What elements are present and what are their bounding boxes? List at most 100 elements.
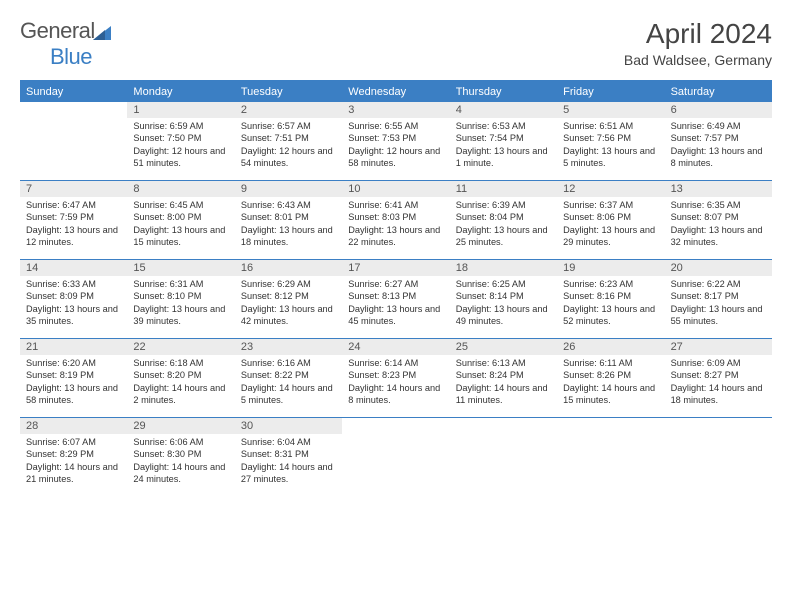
logo-word2: Blue <box>50 44 92 69</box>
calendar-day: 25Sunrise: 6:13 AMSunset: 8:24 PMDayligh… <box>450 339 557 417</box>
day-details: Sunrise: 6:41 AMSunset: 8:03 PMDaylight:… <box>342 197 449 253</box>
day-details: Sunrise: 6:09 AMSunset: 8:27 PMDaylight:… <box>665 355 772 411</box>
calendar-week: 14Sunrise: 6:33 AMSunset: 8:09 PMDayligh… <box>20 259 772 338</box>
day-details: Sunrise: 6:06 AMSunset: 8:30 PMDaylight:… <box>127 434 234 490</box>
day-number: 8 <box>127 181 234 197</box>
location: Bad Waldsee, Germany <box>624 52 772 68</box>
weekday-header: Saturday <box>665 82 772 102</box>
day-details: Sunrise: 6:47 AMSunset: 7:59 PMDaylight:… <box>20 197 127 253</box>
calendar-day: 21Sunrise: 6:20 AMSunset: 8:19 PMDayligh… <box>20 339 127 417</box>
logo-word1: General <box>20 18 95 43</box>
day-number: 28 <box>20 418 127 434</box>
calendar-day: 22Sunrise: 6:18 AMSunset: 8:20 PMDayligh… <box>127 339 234 417</box>
calendar-day: 26Sunrise: 6:11 AMSunset: 8:26 PMDayligh… <box>557 339 664 417</box>
day-number: 19 <box>557 260 664 276</box>
day-number: 9 <box>235 181 342 197</box>
calendar-day: 2Sunrise: 6:57 AMSunset: 7:51 PMDaylight… <box>235 102 342 180</box>
day-details: Sunrise: 6:13 AMSunset: 8:24 PMDaylight:… <box>450 355 557 411</box>
day-details: Sunrise: 6:59 AMSunset: 7:50 PMDaylight:… <box>127 118 234 174</box>
day-number: 7 <box>20 181 127 197</box>
calendar-day: 29Sunrise: 6:06 AMSunset: 8:30 PMDayligh… <box>127 418 234 496</box>
calendar-day: 20Sunrise: 6:22 AMSunset: 8:17 PMDayligh… <box>665 260 772 338</box>
day-number: 20 <box>665 260 772 276</box>
day-details: Sunrise: 6:55 AMSunset: 7:53 PMDaylight:… <box>342 118 449 174</box>
day-details: Sunrise: 6:53 AMSunset: 7:54 PMDaylight:… <box>450 118 557 174</box>
calendar-day: 30Sunrise: 6:04 AMSunset: 8:31 PMDayligh… <box>235 418 342 496</box>
day-number: 2 <box>235 102 342 118</box>
calendar-day: 9Sunrise: 6:43 AMSunset: 8:01 PMDaylight… <box>235 181 342 259</box>
calendar-day: 7Sunrise: 6:47 AMSunset: 7:59 PMDaylight… <box>20 181 127 259</box>
calendar-day: 14Sunrise: 6:33 AMSunset: 8:09 PMDayligh… <box>20 260 127 338</box>
day-details: Sunrise: 6:23 AMSunset: 8:16 PMDaylight:… <box>557 276 664 332</box>
calendar-day: 28Sunrise: 6:07 AMSunset: 8:29 PMDayligh… <box>20 418 127 496</box>
day-number: 26 <box>557 339 664 355</box>
day-details: Sunrise: 6:14 AMSunset: 8:23 PMDaylight:… <box>342 355 449 411</box>
day-details: Sunrise: 6:43 AMSunset: 8:01 PMDaylight:… <box>235 197 342 253</box>
day-number: 4 <box>450 102 557 118</box>
calendar-day: 27Sunrise: 6:09 AMSunset: 8:27 PMDayligh… <box>665 339 772 417</box>
day-number: 13 <box>665 181 772 197</box>
day-number: 24 <box>342 339 449 355</box>
weekday-header: Friday <box>557 82 664 102</box>
calendar-day: 4Sunrise: 6:53 AMSunset: 7:54 PMDaylight… <box>450 102 557 180</box>
day-details: Sunrise: 6:31 AMSunset: 8:10 PMDaylight:… <box>127 276 234 332</box>
weekday-header: Wednesday <box>342 82 449 102</box>
calendar: SundayMondayTuesdayWednesdayThursdayFrid… <box>20 80 772 496</box>
day-number: 5 <box>557 102 664 118</box>
day-details: Sunrise: 6:51 AMSunset: 7:56 PMDaylight:… <box>557 118 664 174</box>
logo-triangle-icon <box>93 20 111 34</box>
day-details: Sunrise: 6:33 AMSunset: 8:09 PMDaylight:… <box>20 276 127 332</box>
weekday-header: Sunday <box>20 82 127 102</box>
day-number: 17 <box>342 260 449 276</box>
day-number: 23 <box>235 339 342 355</box>
day-number: 22 <box>127 339 234 355</box>
calendar-day: 24Sunrise: 6:14 AMSunset: 8:23 PMDayligh… <box>342 339 449 417</box>
calendar-day: 18Sunrise: 6:25 AMSunset: 8:14 PMDayligh… <box>450 260 557 338</box>
day-details: Sunrise: 6:35 AMSunset: 8:07 PMDaylight:… <box>665 197 772 253</box>
day-number: 10 <box>342 181 449 197</box>
day-number: 18 <box>450 260 557 276</box>
weekday-header: Thursday <box>450 82 557 102</box>
calendar-weeks: 1Sunrise: 6:59 AMSunset: 7:50 PMDaylight… <box>20 102 772 496</box>
day-number: 15 <box>127 260 234 276</box>
calendar-day: 12Sunrise: 6:37 AMSunset: 8:06 PMDayligh… <box>557 181 664 259</box>
calendar-day: 8Sunrise: 6:45 AMSunset: 8:00 PMDaylight… <box>127 181 234 259</box>
day-number: 1 <box>127 102 234 118</box>
day-details: Sunrise: 6:25 AMSunset: 8:14 PMDaylight:… <box>450 276 557 332</box>
calendar-day: 1Sunrise: 6:59 AMSunset: 7:50 PMDaylight… <box>127 102 234 180</box>
calendar-day: 10Sunrise: 6:41 AMSunset: 8:03 PMDayligh… <box>342 181 449 259</box>
calendar-week: 1Sunrise: 6:59 AMSunset: 7:50 PMDaylight… <box>20 102 772 180</box>
day-details: Sunrise: 6:20 AMSunset: 8:19 PMDaylight:… <box>20 355 127 411</box>
day-number: 6 <box>665 102 772 118</box>
calendar-day <box>450 418 557 496</box>
header: General Blue April 2024 Bad Waldsee, Ger… <box>20 18 772 70</box>
day-details: Sunrise: 6:45 AMSunset: 8:00 PMDaylight:… <box>127 197 234 253</box>
day-number: 27 <box>665 339 772 355</box>
day-details: Sunrise: 6:16 AMSunset: 8:22 PMDaylight:… <box>235 355 342 411</box>
logo: General Blue <box>20 18 111 70</box>
day-details: Sunrise: 6:22 AMSunset: 8:17 PMDaylight:… <box>665 276 772 332</box>
day-details: Sunrise: 6:57 AMSunset: 7:51 PMDaylight:… <box>235 118 342 174</box>
weekday-header: Monday <box>127 82 234 102</box>
day-number: 29 <box>127 418 234 434</box>
calendar-week: 7Sunrise: 6:47 AMSunset: 7:59 PMDaylight… <box>20 180 772 259</box>
day-details: Sunrise: 6:29 AMSunset: 8:12 PMDaylight:… <box>235 276 342 332</box>
calendar-day: 15Sunrise: 6:31 AMSunset: 8:10 PMDayligh… <box>127 260 234 338</box>
calendar-day <box>342 418 449 496</box>
day-number: 12 <box>557 181 664 197</box>
calendar-day: 23Sunrise: 6:16 AMSunset: 8:22 PMDayligh… <box>235 339 342 417</box>
day-details: Sunrise: 6:04 AMSunset: 8:31 PMDaylight:… <box>235 434 342 490</box>
day-number: 21 <box>20 339 127 355</box>
calendar-day <box>665 418 772 496</box>
calendar-day: 11Sunrise: 6:39 AMSunset: 8:04 PMDayligh… <box>450 181 557 259</box>
day-details: Sunrise: 6:11 AMSunset: 8:26 PMDaylight:… <box>557 355 664 411</box>
day-number: 25 <box>450 339 557 355</box>
day-number: 30 <box>235 418 342 434</box>
day-details: Sunrise: 6:39 AMSunset: 8:04 PMDaylight:… <box>450 197 557 253</box>
day-number: 3 <box>342 102 449 118</box>
calendar-day: 16Sunrise: 6:29 AMSunset: 8:12 PMDayligh… <box>235 260 342 338</box>
calendar-day <box>20 102 127 180</box>
calendar-week: 21Sunrise: 6:20 AMSunset: 8:19 PMDayligh… <box>20 338 772 417</box>
calendar-day: 3Sunrise: 6:55 AMSunset: 7:53 PMDaylight… <box>342 102 449 180</box>
day-details: Sunrise: 6:18 AMSunset: 8:20 PMDaylight:… <box>127 355 234 411</box>
